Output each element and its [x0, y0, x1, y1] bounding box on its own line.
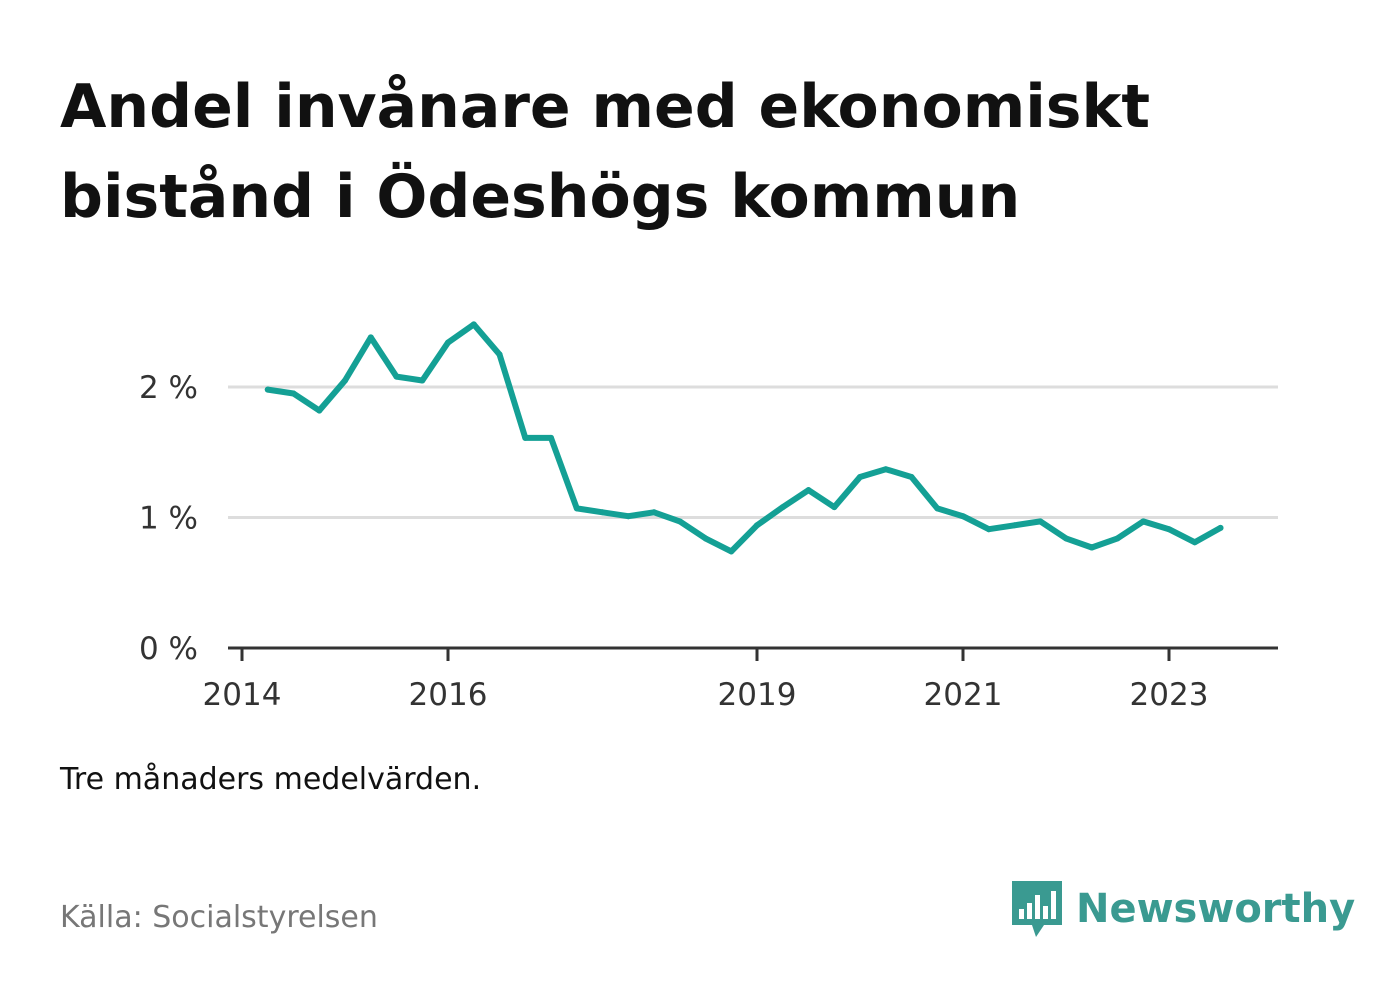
- data-point: [290, 390, 297, 397]
- data-point: [1114, 535, 1121, 542]
- x-tick-label: 2019: [718, 677, 797, 713]
- data-point: [625, 513, 632, 520]
- data-point: [470, 321, 477, 328]
- data-point: [960, 513, 966, 520]
- data-point: [1166, 526, 1172, 533]
- grid-lines: [228, 385, 1278, 519]
- newsworthy-logo: Newsworthy: [1010, 878, 1355, 940]
- x-tick-label: 2016: [409, 677, 488, 713]
- data-point: [522, 434, 529, 441]
- chart-note: Tre månaders medelvärden.: [60, 762, 482, 797]
- data-point: [882, 466, 889, 473]
- brand-name: Newsworthy: [1076, 886, 1356, 932]
- x-tick-labels: 2014 2016 2019 2021 2023: [203, 677, 1209, 713]
- data-point: [985, 526, 992, 533]
- data-point: [676, 518, 683, 525]
- data-point: [805, 487, 812, 494]
- x-tick-label: 2023: [1130, 677, 1209, 713]
- data-point: [779, 504, 786, 511]
- y-tick-label: 0 %: [139, 631, 198, 667]
- data-point: [728, 548, 735, 555]
- data-point: [908, 474, 915, 480]
- data-point: [1063, 535, 1069, 542]
- y-tick-label: 2 %: [139, 370, 198, 406]
- data-point: [1088, 544, 1095, 551]
- data-point: [934, 505, 941, 512]
- source-label: Källa: Socialstyrelsen: [60, 900, 378, 935]
- data-point: [419, 377, 426, 384]
- data-point: [548, 434, 554, 441]
- data-point: [1191, 539, 1198, 546]
- data-point: [264, 386, 271, 393]
- data-point: [445, 339, 451, 346]
- data-point: [831, 504, 838, 511]
- y-tick-labels: 0 % 1 % 2 %: [139, 370, 198, 667]
- series-line: [264, 321, 1224, 555]
- data-point: [393, 373, 400, 380]
- y-tick-label: 1 %: [139, 501, 198, 537]
- data-point: [1037, 518, 1044, 525]
- data-point: [496, 351, 503, 358]
- data-point: [367, 334, 374, 341]
- data-point: [754, 522, 760, 529]
- data-point: [599, 509, 606, 516]
- series-layer: [264, 321, 1224, 555]
- data-point: [702, 535, 709, 542]
- x-tick-label: 2021: [924, 677, 1003, 713]
- data-point: [573, 505, 580, 512]
- data-point: [1217, 524, 1224, 531]
- x-axis: [228, 646, 1278, 661]
- data-point: [651, 509, 657, 516]
- data-point: [316, 407, 323, 414]
- data-point: [857, 474, 863, 480]
- data-point: [1140, 518, 1147, 525]
- newsworthy-chart-bubble-icon: [1012, 881, 1062, 937]
- x-tick-label: 2014: [203, 677, 282, 713]
- chart-title: Andel invånare med ekonomiskt bistånd i …: [60, 72, 1151, 232]
- data-point: [1011, 522, 1018, 529]
- data-point: [342, 377, 348, 384]
